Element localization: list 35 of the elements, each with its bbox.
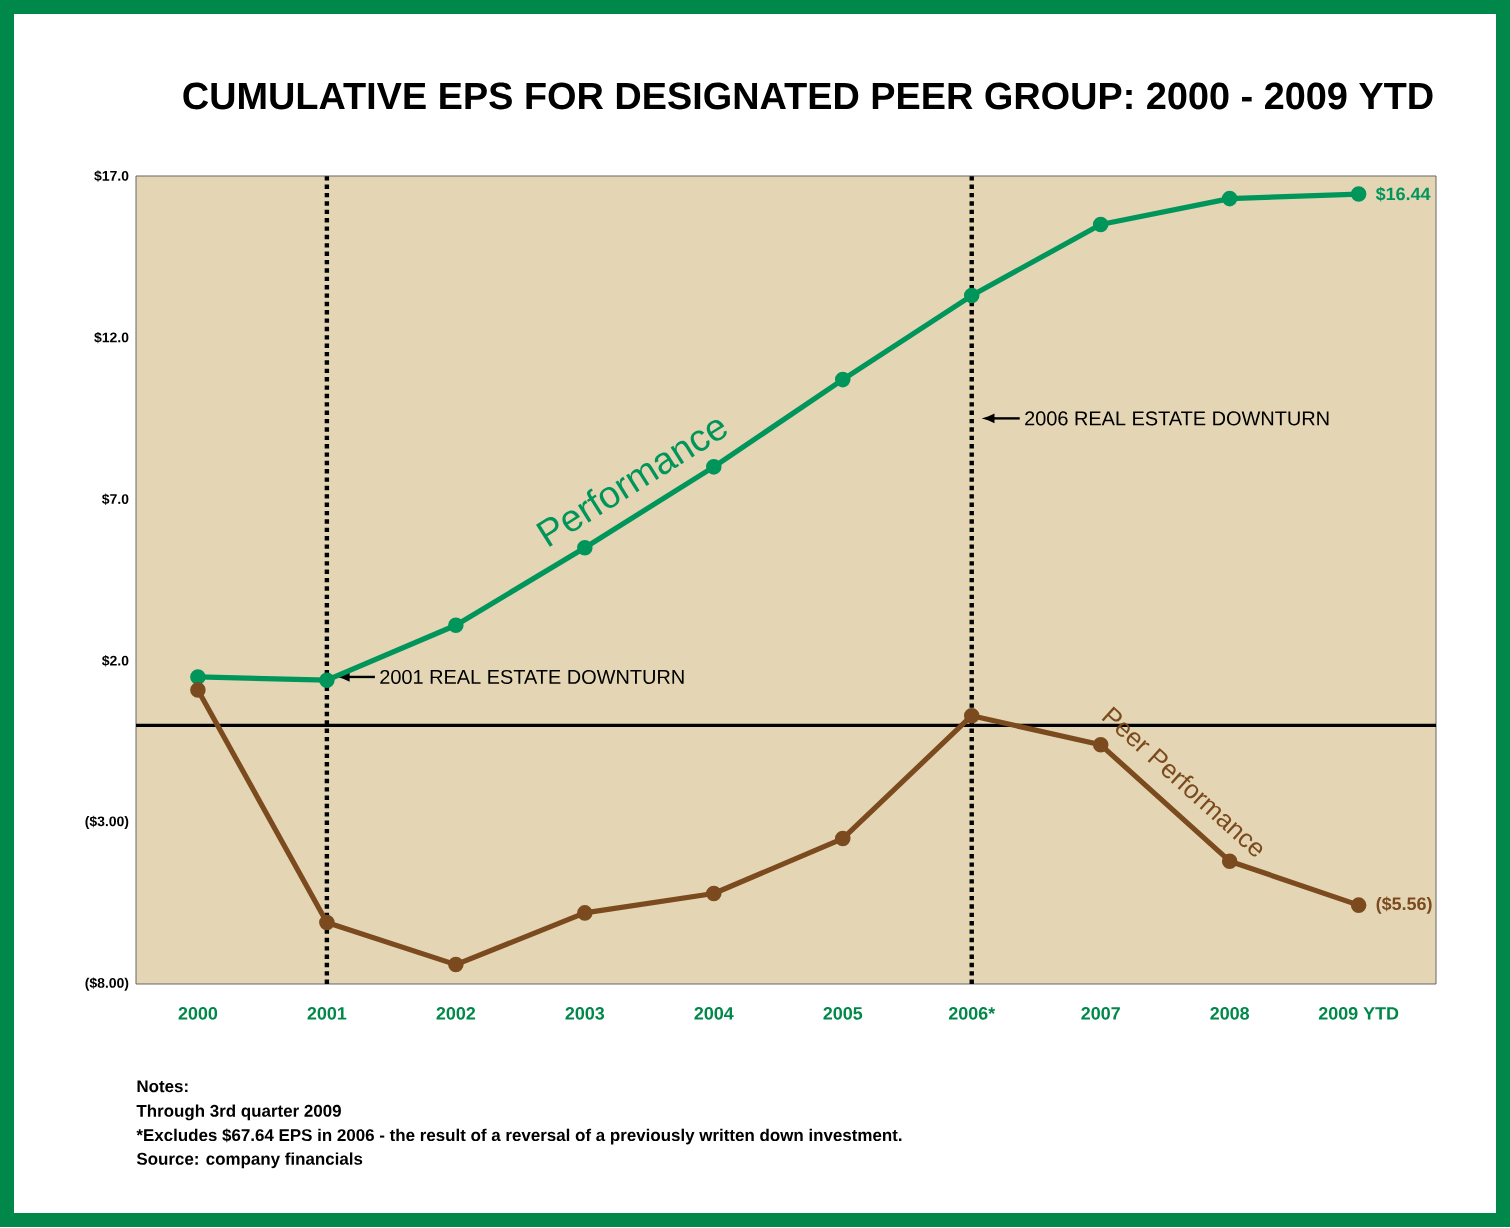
ref-line-label: 2001 REAL ESTATE DOWNTURN [380, 669, 684, 684]
point [448, 617, 464, 634]
data-label: $16.44 [1375, 186, 1431, 202]
point [319, 914, 335, 931]
x-tick-label: 2001 [307, 1007, 347, 1020]
point [319, 672, 335, 688]
x-tick-label: 2009 YTD [1318, 1007, 1399, 1020]
point [448, 956, 464, 973]
text: Through 3rd quarter 2009 [136, 1104, 341, 1121]
x-tick-label: 2000 [178, 1007, 218, 1020]
point [834, 371, 851, 388]
point [1221, 190, 1238, 207]
x-tick-label: 2008 [1210, 1007, 1250, 1020]
point [963, 707, 980, 724]
chart-title: CUMULATIVE EPS FOR DESIGNATED PEER GROUP: 2000 - 2009 YTD [183, 82, 1433, 110]
x-tick-label: 2002 [436, 1007, 476, 1020]
point [1350, 897, 1367, 913]
x-tick-label: 2005 [823, 1007, 863, 1020]
text: *Excludes $67.64 EPS in 2006 - the result of a reversal of a previously written down investment. [136, 1128, 902, 1145]
point [963, 287, 980, 304]
point [190, 682, 206, 698]
x-tick-label: 2004 [694, 1007, 734, 1020]
text: Notes: [137, 1080, 188, 1093]
x-tick-label: 2003 [565, 1007, 605, 1020]
data-label: ($5.56) [1376, 896, 1432, 914]
source-note: Source: company financials [136, 1152, 363, 1169]
point [1350, 186, 1367, 202]
x-tick-label: 2006* [948, 1007, 996, 1020]
point [706, 885, 722, 902]
point [1092, 216, 1109, 233]
point [577, 905, 593, 921]
x-tick-label: 2007 [1081, 1007, 1120, 1020]
point [834, 830, 851, 847]
ref-line-label: 2006 REAL ESTATE DOWNTURN [1025, 411, 1329, 426]
point [190, 669, 206, 685]
